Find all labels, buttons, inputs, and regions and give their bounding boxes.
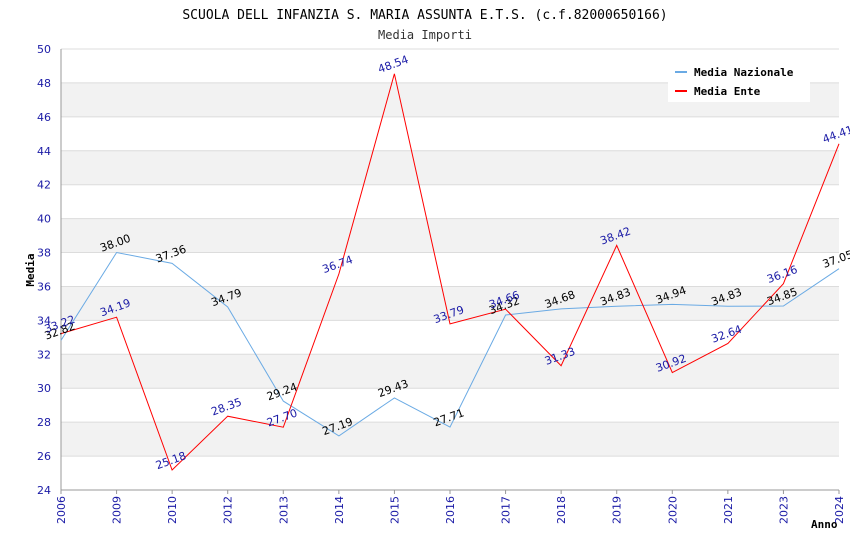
x-tick-label: 2017 [500,496,513,524]
y-tick-label: 36 [37,280,51,293]
legend-entry: Media Nazionale [694,66,794,79]
data-label: 48.54 [376,53,410,76]
x-tick-label: 2016 [444,496,457,524]
axes [60,49,840,494]
y-tick-label: 34 [37,314,51,327]
y-tick-label: 32 [37,348,51,361]
x-tick-label: 2013 [277,496,290,524]
legend-entry: Media Ente [694,85,761,98]
x-tick-label: 2006 [55,496,68,524]
x-tick-labels: 2006 2009 2010 2012 2013 2014 2015 2016 2017 2018… [55,496,846,524]
y-tick-label: 24 [37,484,51,497]
x-tick-label: 2019 [611,496,624,524]
y-tick-label: 30 [37,382,51,395]
x-tick-label: 2015 [388,496,401,524]
grid-band [61,286,839,321]
x-tick-label: 2018 [555,496,568,524]
x-tick-label: 2014 [333,496,346,524]
data-label: 32.64 [710,323,744,346]
chart-title: SCUOLA DELL INFANZIA S. MARIA ASSUNTA E.… [182,8,667,23]
legend: Media Nazionale Media Ente [668,58,810,102]
y-axis-label: Media [24,253,37,286]
y-tick-label: 28 [37,416,51,429]
y-tick-label: 44 [37,145,51,158]
x-tick-label: 2020 [666,496,679,524]
data-label: 36.74 [321,253,355,276]
x-tick-label: 2023 [777,496,790,524]
y-tick-labels: 24 26 28 30 32 34 36 38 40 42 44 46 48 50 [37,43,51,497]
y-tick-label: 46 [37,111,51,124]
x-tick-label: 2024 [833,496,846,524]
x-tick-label: 2021 [722,496,735,524]
chart-subtitle: Media Importi [378,28,472,42]
background-bands [61,82,839,457]
grid-band [61,218,839,253]
y-tick-label: 26 [37,450,51,463]
grid-band [61,422,839,457]
data-label: 28.35 [209,395,243,418]
x-axis-label: Anno [811,518,838,531]
y-tick-label: 40 [37,213,51,226]
x-tick-label: 2012 [222,496,235,524]
series-line-media-ente [60,73,840,471]
legend-box [668,58,810,102]
y-tick-label: 48 [37,77,51,90]
y-tick-label: 38 [37,247,51,260]
series-line-media-nazionale [60,251,840,437]
x-tick-label: 2009 [111,496,124,524]
data-label: 44.41 [821,123,850,146]
grid-band [61,150,839,185]
y-tick-label: 42 [37,179,51,192]
grid-band [61,354,839,389]
data-label: 36.16 [765,263,799,286]
x-tick-label: 2010 [166,496,179,524]
y-tick-label: 50 [37,43,51,56]
series-lines [60,73,840,471]
